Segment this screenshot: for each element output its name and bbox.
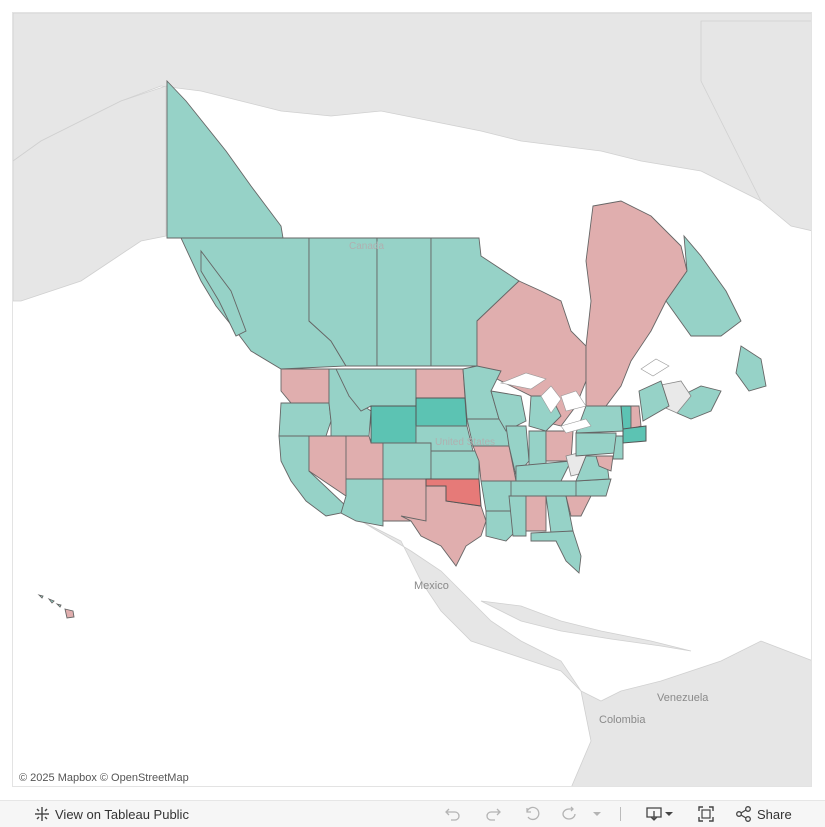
map-view[interactable]: Canada United States Mexico Venezuela Co…: [12, 12, 812, 787]
pause-dropdown[interactable]: [588, 805, 606, 823]
state-wyoming[interactable]: [370, 405, 417, 444]
share-label: Share: [757, 806, 792, 822]
undo-button[interactable]: [444, 805, 462, 823]
fullscreen-button[interactable]: [697, 805, 715, 823]
state-oregon[interactable]: [278, 402, 332, 437]
label-united-states: United States: [435, 437, 495, 448]
state-new-hampshire[interactable]: [630, 405, 642, 430]
state-mississippi[interactable]: [508, 495, 527, 537]
tableau-logo-icon: [35, 807, 49, 821]
fullscreen-icon: [698, 806, 714, 822]
label-canada: Canada: [349, 241, 384, 252]
view-on-tableau-public-link[interactable]: View on Tableau Public: [33, 805, 189, 823]
revert-button[interactable]: [524, 805, 542, 823]
state-north-carolina[interactable]: [575, 478, 612, 497]
country-labels: Canada United States Mexico Venezuela Co…: [349, 241, 709, 726]
state-hawaii[interactable]: [64, 608, 75, 619]
state-hawaii-islands[interactable]: [37, 594, 62, 608]
state-oklahoma[interactable]: [425, 478, 482, 507]
toolbar-separator: [620, 807, 621, 821]
region-saskatchewan[interactable]: [376, 237, 432, 367]
us-states: [37, 249, 670, 619]
great-lakes: [499, 358, 670, 434]
redo-icon: [486, 808, 501, 821]
revert-icon: [526, 806, 540, 821]
region-newfoundland[interactable]: [735, 345, 767, 392]
share-button[interactable]: Share: [735, 805, 792, 823]
label-colombia: Colombia: [599, 714, 646, 726]
state-south-dakota[interactable]: [415, 397, 468, 427]
redo-button[interactable]: [484, 805, 502, 823]
basemap-land: [13, 13, 811, 786]
tableau-toolbar: View on Tableau Public Share: [0, 800, 825, 827]
refresh-icon: [562, 806, 576, 820]
state-florida[interactable]: [530, 530, 582, 574]
view-on-tableau-public-label: View on Tableau Public: [55, 806, 189, 822]
download-button[interactable]: [645, 805, 675, 823]
state-indiana[interactable]: [528, 430, 547, 467]
state-north-dakota[interactable]: [415, 368, 466, 399]
state-washington[interactable]: [280, 368, 330, 404]
state-kansas[interactable]: [430, 450, 480, 480]
label-mexico: Mexico: [414, 580, 449, 592]
label-venezuela: Venezuela: [657, 692, 709, 704]
canada-regions: [166, 79, 767, 427]
state-pennsylvania[interactable]: [575, 432, 617, 457]
state-arizona[interactable]: [340, 478, 384, 527]
undo-icon: [445, 808, 460, 821]
state-colorado[interactable]: [382, 442, 432, 480]
chevron-down-icon: [665, 812, 673, 816]
state-alabama[interactable]: [525, 495, 547, 532]
choropleth-map[interactable]: Canada United States Mexico Venezuela Co…: [13, 13, 812, 787]
state-massachusetts[interactable]: [622, 425, 647, 444]
refresh-button[interactable]: [560, 805, 578, 823]
region-labrador[interactable]: [665, 234, 742, 337]
state-tennessee[interactable]: [510, 480, 582, 497]
state-maine[interactable]: [638, 380, 670, 422]
state-louisiana[interactable]: [485, 510, 517, 542]
state-new-mexico[interactable]: [382, 478, 427, 522]
state-vermont[interactable]: [620, 405, 632, 430]
state-new-jersey[interactable]: [612, 435, 624, 460]
state-alaska-panhandle[interactable]: [200, 249, 247, 337]
share-icon: [736, 806, 751, 822]
download-icon: [646, 807, 662, 821]
map-attribution[interactable]: © 2025 Mapbox © OpenStreetMap: [17, 772, 191, 784]
region-quebec[interactable]: [585, 200, 688, 407]
chevron-down-icon: [593, 812, 601, 816]
state-maryland[interactable]: [595, 455, 614, 472]
